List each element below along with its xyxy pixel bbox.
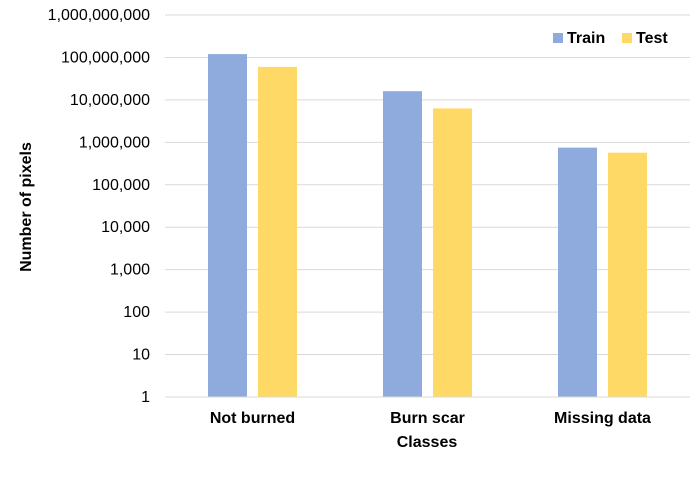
y-axis-ticks: 1 10 100 1,000 10,000 100,000 1,000,000 10,000,…	[48, 7, 150, 406]
y-tick-label: 10	[132, 347, 150, 364]
y-tick-label: 10,000	[101, 219, 150, 236]
bar-train-missing-data	[558, 147, 597, 397]
y-tick-label: 1,000,000,000	[48, 7, 150, 24]
legend-label-test: Test	[636, 30, 668, 47]
y-tick-label: 10,000,000	[70, 92, 150, 109]
bar-train-burn-scar	[383, 91, 422, 397]
gridlines	[165, 14, 690, 356]
bar-test-missing-data	[608, 152, 647, 397]
y-tick-label: 100	[123, 304, 150, 321]
legend-label-train: Train	[567, 30, 605, 47]
legend-swatch-test	[622, 33, 632, 43]
x-category-label: Missing data	[554, 410, 651, 427]
x-axis-title: Classes	[397, 434, 458, 451]
legend: Train Test	[553, 30, 668, 47]
y-axis-title: Number of pixels	[18, 142, 35, 272]
y-tick-label: 1,000,000	[79, 134, 150, 151]
y-tick-label: 100,000,000	[61, 49, 150, 66]
bar-test-not-burned	[258, 66, 297, 398]
x-category-label: Not burned	[210, 410, 295, 427]
bar-test-burn-scar	[433, 108, 472, 398]
x-axis-categories: Not burned Burn scar Missing data	[210, 410, 651, 427]
bars	[208, 54, 647, 398]
legend-swatch-train	[553, 33, 563, 43]
y-tick-label: 100,000	[92, 177, 150, 194]
y-tick-label: 1	[141, 389, 150, 406]
x-category-label: Burn scar	[390, 410, 465, 427]
y-tick-label: 1,000	[110, 262, 150, 279]
bar-train-not-burned	[208, 54, 247, 397]
